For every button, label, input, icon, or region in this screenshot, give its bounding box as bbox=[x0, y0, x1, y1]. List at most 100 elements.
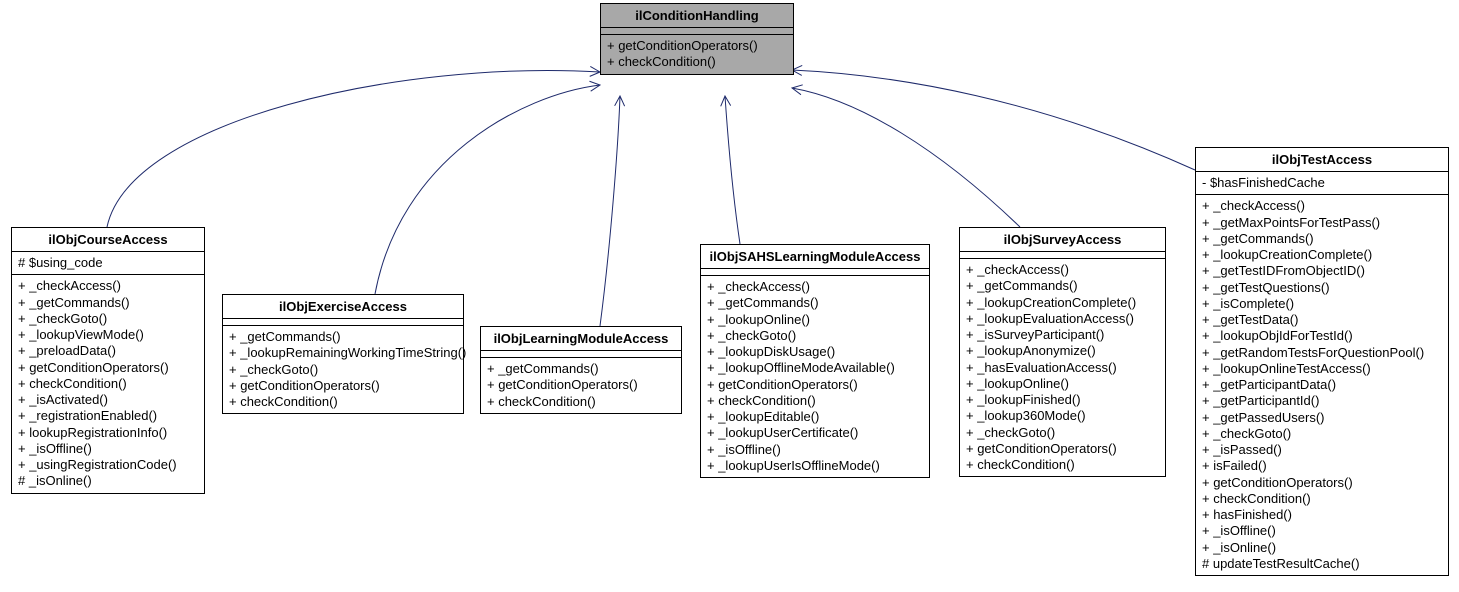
class-box-test: ilObjTestAccess - $hasFinishedCache + _c… bbox=[1195, 147, 1449, 576]
class-method: + checkCondition() bbox=[229, 394, 457, 410]
class-method: + checkCondition() bbox=[487, 394, 675, 410]
class-title: ilObjSAHSLearningModuleAccess bbox=[701, 245, 929, 269]
class-method: + _usingRegistrationCode() bbox=[18, 457, 198, 473]
interface-methods: + getConditionOperators() + checkConditi… bbox=[601, 35, 793, 74]
class-method: + _lookupObjIdForTestId() bbox=[1202, 328, 1442, 344]
class-method: + _checkAccess() bbox=[707, 279, 923, 295]
class-title: ilObjLearningModuleAccess bbox=[481, 327, 681, 351]
class-method: + _isPassed() bbox=[1202, 442, 1442, 458]
class-method: + _lookupDiskUsage() bbox=[707, 344, 923, 360]
interface-method: + checkCondition() bbox=[607, 54, 787, 70]
class-method: + _getParticipantId() bbox=[1202, 393, 1442, 409]
class-method: + getConditionOperators() bbox=[487, 377, 675, 393]
class-method: + _getParticipantData() bbox=[1202, 377, 1442, 393]
class-method: + _lookupCreationComplete() bbox=[966, 295, 1159, 311]
class-method: + getConditionOperators() bbox=[18, 360, 198, 376]
class-method: + getConditionOperators() bbox=[707, 377, 923, 393]
interface-box: ilConditionHandling + getConditionOperat… bbox=[600, 3, 794, 75]
class-attr: - $hasFinishedCache bbox=[1202, 175, 1442, 191]
class-method: + _isOffline() bbox=[18, 441, 198, 457]
class-method: + _lookupEvaluationAccess() bbox=[966, 311, 1159, 327]
class-method: + _checkGoto() bbox=[18, 311, 198, 327]
class-method: + _lookupFinished() bbox=[966, 392, 1159, 408]
class-method: + _checkAccess() bbox=[1202, 198, 1442, 214]
class-method: + _getTestData() bbox=[1202, 312, 1442, 328]
class-method: + isFailed() bbox=[1202, 458, 1442, 474]
class-method: + _getPassedUsers() bbox=[1202, 410, 1442, 426]
edge-lm bbox=[600, 96, 620, 326]
class-box-course: ilObjCourseAccess # $using_code + _check… bbox=[11, 227, 205, 494]
class-method: + _hasEvaluationAccess() bbox=[966, 360, 1159, 376]
class-attrs: # $using_code bbox=[12, 252, 204, 275]
class-method: + getConditionOperators() bbox=[966, 441, 1159, 457]
class-method: + _preloadData() bbox=[18, 343, 198, 359]
class-title: ilObjCourseAccess bbox=[12, 228, 204, 252]
class-method: + _isOffline() bbox=[707, 442, 923, 458]
class-methods: + _checkAccess()+ _getCommands()+ _check… bbox=[12, 275, 204, 492]
class-methods: + _checkAccess()+ _getCommands()+ _looku… bbox=[701, 276, 929, 477]
class-title: ilObjTestAccess bbox=[1196, 148, 1448, 172]
interface-attrs-empty bbox=[601, 28, 793, 35]
class-title: ilObjSurveyAccess bbox=[960, 228, 1165, 252]
edge-exercise bbox=[375, 85, 600, 294]
class-method: + _lookupViewMode() bbox=[18, 327, 198, 343]
class-method: + _getCommands() bbox=[229, 329, 457, 345]
class-methods: + _checkAccess()+ _getCommands()+ _looku… bbox=[960, 259, 1165, 476]
class-method: + checkCondition() bbox=[707, 393, 923, 409]
class-method: + _checkGoto() bbox=[707, 328, 923, 344]
class-method: + getConditionOperators() bbox=[1202, 475, 1442, 491]
class-methods: + _getCommands()+ getConditionOperators(… bbox=[481, 358, 681, 413]
class-method: + _getCommands() bbox=[1202, 231, 1442, 247]
class-title: ilObjExerciseAccess bbox=[223, 295, 463, 319]
class-method: + _isOnline() bbox=[1202, 540, 1442, 556]
class-method: + hasFinished() bbox=[1202, 507, 1442, 523]
class-method: + _isActivated() bbox=[18, 392, 198, 408]
class-method: + _lookupCreationComplete() bbox=[1202, 247, 1442, 263]
class-method: + _lookupOnlineTestAccess() bbox=[1202, 361, 1442, 377]
class-method: + _checkGoto() bbox=[1202, 426, 1442, 442]
class-method: + _getCommands() bbox=[966, 278, 1159, 294]
class-box-survey: ilObjSurveyAccess + _checkAccess()+ _get… bbox=[959, 227, 1166, 477]
class-method: + _getCommands() bbox=[18, 295, 198, 311]
class-methods: + _getCommands()+ _lookupRemainingWorkin… bbox=[223, 326, 463, 413]
class-method: + checkCondition() bbox=[18, 376, 198, 392]
class-method: + _lookupOnline() bbox=[707, 312, 923, 328]
class-method: + checkCondition() bbox=[966, 457, 1159, 473]
class-method: + _isOffline() bbox=[1202, 523, 1442, 539]
class-method: + _getMaxPointsForTestPass() bbox=[1202, 215, 1442, 231]
class-box-lm: ilObjLearningModuleAccess + _getCommands… bbox=[480, 326, 682, 414]
class-box-exercise: ilObjExerciseAccess + _getCommands()+ _l… bbox=[222, 294, 464, 414]
class-attrs: - $hasFinishedCache bbox=[1196, 172, 1448, 195]
class-attrs-empty bbox=[223, 319, 463, 326]
class-method: + getConditionOperators() bbox=[229, 378, 457, 394]
class-method: + _getTestQuestions() bbox=[1202, 280, 1442, 296]
class-method: + _checkAccess() bbox=[966, 262, 1159, 278]
class-method: + _checkGoto() bbox=[229, 362, 457, 378]
class-method: + _lookupOfflineModeAvailable() bbox=[707, 360, 923, 376]
class-method: + _getCommands() bbox=[487, 361, 675, 377]
class-method: + _isSurveyParticipant() bbox=[966, 327, 1159, 343]
class-method: + _lookupOnline() bbox=[966, 376, 1159, 392]
edge-course bbox=[107, 70, 600, 227]
interface-title: ilConditionHandling bbox=[601, 4, 793, 28]
interface-method: + getConditionOperators() bbox=[607, 38, 787, 54]
class-method: + _lookupRemainingWorkingTimeString() bbox=[229, 345, 457, 361]
class-attrs-empty bbox=[481, 351, 681, 358]
edge-test bbox=[792, 70, 1195, 170]
class-method: + _isComplete() bbox=[1202, 296, 1442, 312]
class-attrs-empty bbox=[960, 252, 1165, 259]
class-attr: # $using_code bbox=[18, 255, 198, 271]
edge-sahs bbox=[725, 96, 740, 244]
class-attrs-empty bbox=[701, 269, 929, 276]
class-box-sahs: ilObjSAHSLearningModuleAccess + _checkAc… bbox=[700, 244, 930, 478]
class-method: + _checkGoto() bbox=[966, 425, 1159, 441]
class-methods: + _checkAccess()+ _getMaxPointsForTestPa… bbox=[1196, 195, 1448, 575]
class-method: + _registrationEnabled() bbox=[18, 408, 198, 424]
edge-survey bbox=[792, 88, 1020, 227]
class-method: # updateTestResultCache() bbox=[1202, 556, 1442, 572]
class-method: + _getCommands() bbox=[707, 295, 923, 311]
class-method: + lookupRegistrationInfo() bbox=[18, 425, 198, 441]
class-method: + _lookup360Mode() bbox=[966, 408, 1159, 424]
class-method: + _lookupUserCertificate() bbox=[707, 425, 923, 441]
class-method: + _checkAccess() bbox=[18, 278, 198, 294]
